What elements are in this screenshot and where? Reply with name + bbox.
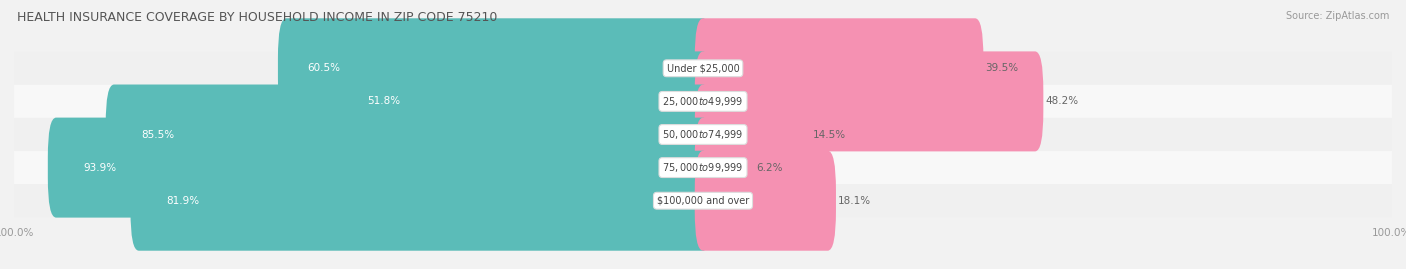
Text: 48.2%: 48.2% [1046,96,1078,107]
Text: $25,000 to $49,999: $25,000 to $49,999 [662,95,744,108]
Text: 93.9%: 93.9% [83,162,117,173]
FancyBboxPatch shape [14,52,1392,85]
FancyBboxPatch shape [105,84,711,185]
FancyBboxPatch shape [48,118,711,218]
FancyBboxPatch shape [695,118,754,218]
FancyBboxPatch shape [695,51,1043,151]
Text: 14.5%: 14.5% [813,129,846,140]
Text: 39.5%: 39.5% [986,63,1018,73]
Text: Under $25,000: Under $25,000 [666,63,740,73]
FancyBboxPatch shape [695,151,837,251]
Text: $100,000 and over: $100,000 and over [657,196,749,206]
Text: HEALTH INSURANCE COVERAGE BY HOUSEHOLD INCOME IN ZIP CODE 75210: HEALTH INSURANCE COVERAGE BY HOUSEHOLD I… [17,11,498,24]
FancyBboxPatch shape [695,84,811,185]
FancyBboxPatch shape [695,18,983,118]
FancyBboxPatch shape [131,151,711,251]
FancyBboxPatch shape [278,18,711,118]
Text: 6.2%: 6.2% [756,162,783,173]
Text: Source: ZipAtlas.com: Source: ZipAtlas.com [1285,11,1389,21]
Text: $50,000 to $74,999: $50,000 to $74,999 [662,128,744,141]
Text: 85.5%: 85.5% [142,129,174,140]
FancyBboxPatch shape [337,51,711,151]
Text: 81.9%: 81.9% [166,196,200,206]
FancyBboxPatch shape [14,151,1392,184]
FancyBboxPatch shape [14,184,1392,217]
Text: $75,000 to $99,999: $75,000 to $99,999 [662,161,744,174]
Text: 18.1%: 18.1% [838,196,872,206]
FancyBboxPatch shape [14,118,1392,151]
Text: 51.8%: 51.8% [367,96,399,107]
FancyBboxPatch shape [14,85,1392,118]
Text: 60.5%: 60.5% [307,63,340,73]
